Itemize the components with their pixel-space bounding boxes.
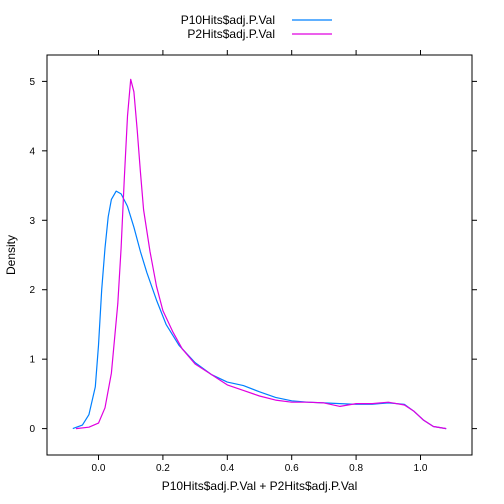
legend-label-1: P10Hits$adj.P.Val <box>181 13 275 27</box>
x-tick-label: 0.4 <box>220 463 234 474</box>
x-tick-label: 0.2 <box>156 463 170 474</box>
y-axis-title: Density <box>4 235 18 275</box>
y-tick-label: 4 <box>29 146 35 157</box>
x-axis-title: P10Hits$adj.P.Val + P2Hits$adj.P.Val <box>162 479 358 493</box>
x-tick-label: 0.0 <box>92 463 106 474</box>
series-line-2 <box>75 78 447 430</box>
y-tick-label: 2 <box>29 285 35 296</box>
series-line-1 <box>72 190 447 430</box>
y-tick-label: 5 <box>29 77 35 88</box>
y-tick-label: 3 <box>29 216 35 227</box>
y-axis: 0 1 2 3 4 5 <box>29 77 477 435</box>
x-axis: 0.0 0.2 0.4 0.6 0.8 1.0 <box>92 50 428 474</box>
series-layer <box>72 78 447 430</box>
legend-label-2: P2Hits$adj.P.Val <box>187 27 275 41</box>
x-tick-label: 1.0 <box>414 463 428 474</box>
x-tick-label: 0.6 <box>285 463 299 474</box>
x-tick-label: 0.8 <box>349 463 363 474</box>
y-tick-label: 1 <box>29 355 35 366</box>
y-tick-label: 0 <box>29 424 35 435</box>
plot-frame <box>46 54 473 456</box>
